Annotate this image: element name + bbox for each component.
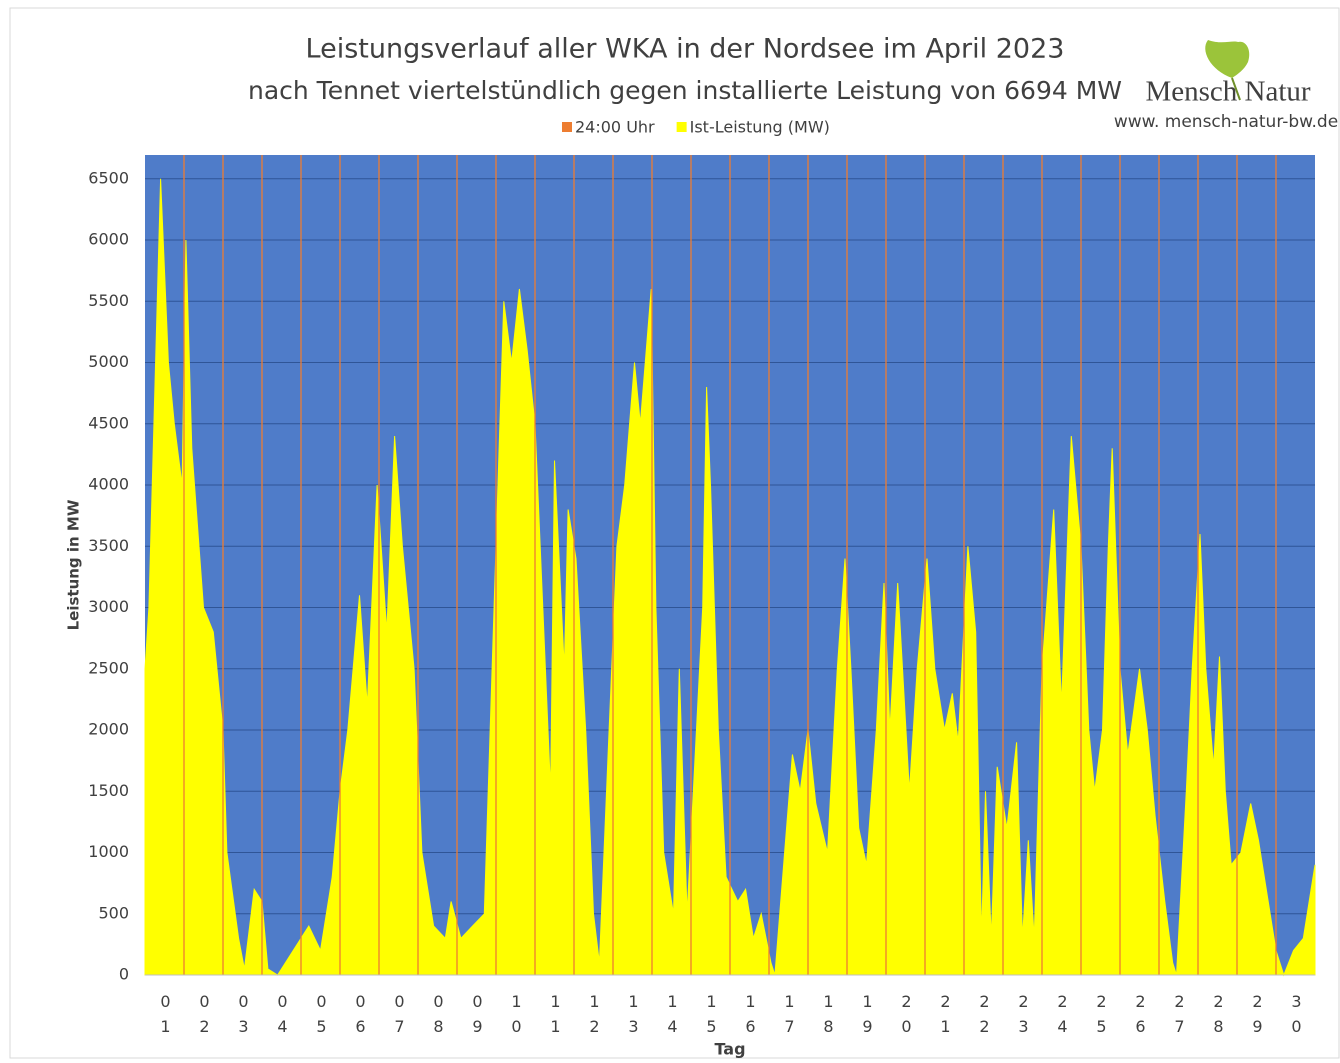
- legend-label: Ist-Leistung (MW): [690, 118, 830, 137]
- x-tick-label: 20: [897, 992, 916, 1042]
- chart-title: Leistungsverlauf aller WKA in der Nordse…: [306, 34, 1065, 65]
- y-tick-label: 500: [98, 903, 129, 922]
- x-tick-label: 22: [975, 992, 994, 1042]
- x-tick-label: 26: [1131, 992, 1150, 1042]
- x-tick-label: 18: [819, 992, 838, 1042]
- x-tick-label: 09: [468, 992, 487, 1042]
- x-tick-label: 13: [624, 992, 643, 1042]
- x-tick-label: 28: [1209, 992, 1228, 1042]
- x-tick-label: 11: [546, 992, 565, 1042]
- legend-swatch: [562, 122, 572, 132]
- x-tick-label: 10: [507, 992, 526, 1042]
- y-tick-label: 5000: [88, 352, 129, 371]
- y-tick-label: 3500: [88, 536, 129, 555]
- y-tick-label: 4500: [88, 413, 129, 432]
- y-tick-label: 3000: [88, 597, 129, 616]
- y-tick-label: 6500: [88, 168, 129, 187]
- x-tick-label: 23: [1014, 992, 1033, 1042]
- legend-swatch: [676, 122, 687, 132]
- y-tick-label: 0: [119, 965, 129, 984]
- y-tick-label: 5500: [88, 291, 129, 310]
- x-tick-label: 08: [429, 992, 448, 1042]
- legend-label: 24:00 Uhr: [575, 118, 655, 137]
- x-tick-label: 06: [351, 992, 370, 1042]
- x-tick-label: 04: [273, 992, 292, 1042]
- y-tick-label: 1500: [88, 781, 129, 800]
- x-tick-label: 01: [156, 992, 175, 1042]
- logo-name: Mensch Natur: [1145, 76, 1310, 108]
- x-tick-label: 29: [1248, 992, 1267, 1042]
- x-tick-label: 30: [1287, 992, 1306, 1042]
- chart-subtitle: nach Tennet viertelstündlich gegen insta…: [248, 76, 1122, 105]
- x-tick-label: 16: [741, 992, 760, 1042]
- x-tick-label: 25: [1092, 992, 1111, 1042]
- logo-stem: [1231, 77, 1241, 101]
- x-tick-label: 12: [585, 992, 604, 1042]
- y-tick-label: 2500: [88, 658, 129, 677]
- x-tick-label: 19: [858, 992, 877, 1042]
- y-tick-label: 4000: [88, 475, 129, 494]
- x-tick-label: 02: [195, 992, 214, 1042]
- x-tick-label: 24: [1053, 992, 1072, 1042]
- x-axis-label: Tag: [714, 1040, 745, 1059]
- x-tick-label: 05: [312, 992, 331, 1042]
- logo-url: www. mensch-natur-bw.de: [1114, 112, 1338, 132]
- logo: Mensch Natur www. mensch-natur-bw.de: [1114, 40, 1338, 132]
- y-tick-label: 6000: [88, 230, 129, 249]
- frame: [9, 7, 1340, 1059]
- logo-leaf: [1205, 40, 1250, 78]
- y-tick-label: 1000: [88, 842, 129, 861]
- x-tick-label: 17: [780, 992, 799, 1042]
- x-tick-label: 27: [1170, 992, 1189, 1042]
- x-tick-label: 03: [234, 992, 253, 1042]
- x-tick-label: 14: [663, 992, 682, 1042]
- x-tick-label: 15: [702, 992, 721, 1042]
- y-tick-label: 2000: [88, 720, 129, 739]
- y-axis-label: Leistung in MW: [65, 499, 83, 630]
- x-tick-label: 07: [390, 992, 409, 1042]
- x-tick-label: 21: [936, 992, 955, 1042]
